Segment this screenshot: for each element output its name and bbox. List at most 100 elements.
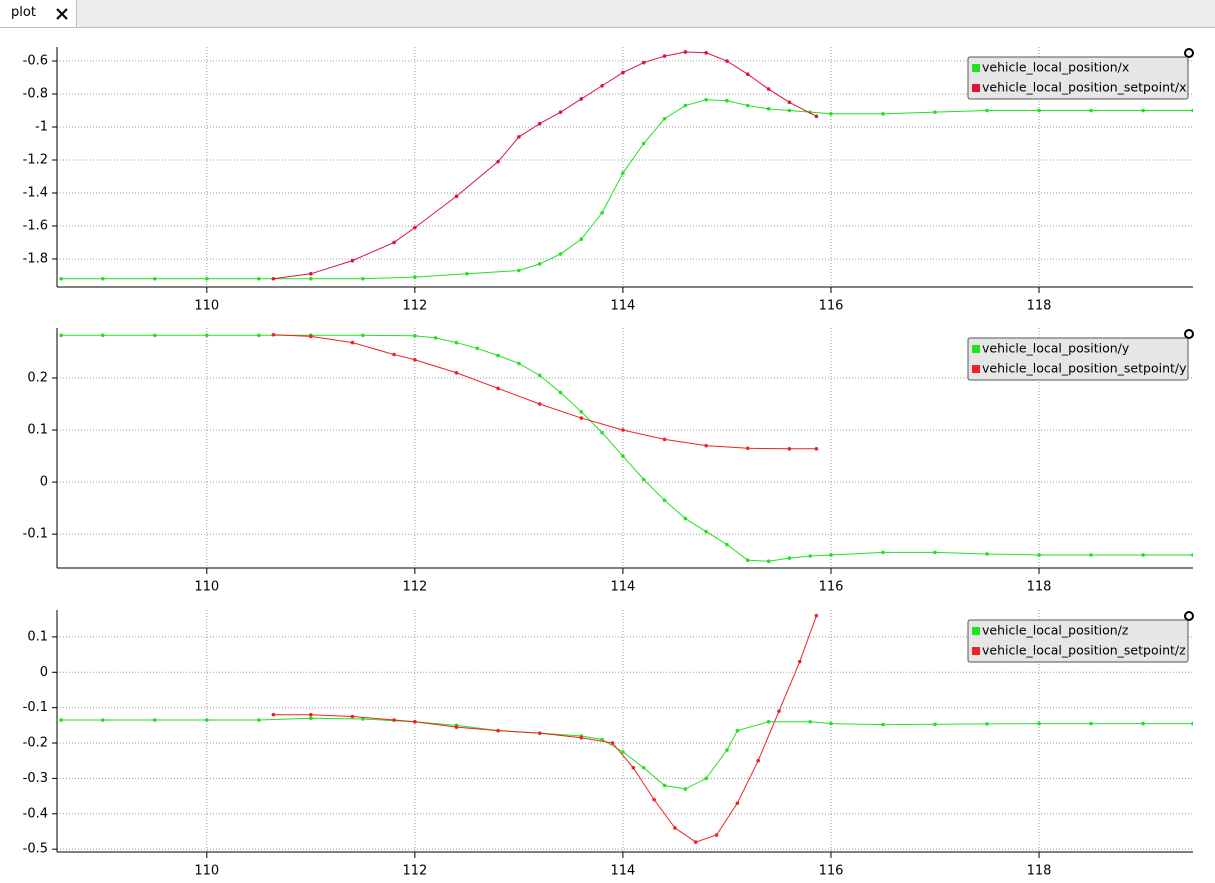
data-point (465, 272, 469, 276)
data-point (766, 87, 771, 91)
data-point (257, 333, 261, 338)
data-point (662, 498, 667, 503)
legend-box (967, 56, 1189, 100)
data-point (350, 714, 355, 719)
x-tick-label: 114 (611, 580, 636, 595)
data-point (309, 272, 313, 276)
data-point (205, 276, 209, 281)
data-point (1089, 108, 1093, 113)
data-point (787, 446, 792, 451)
data-point (600, 83, 604, 88)
data-point (662, 783, 667, 788)
data-point (59, 718, 63, 722)
data-point (496, 386, 500, 391)
x-tick-label: 116 (819, 580, 844, 595)
data-point (392, 718, 396, 722)
data-point (621, 171, 625, 175)
data-point (454, 370, 459, 375)
plot-panel: 0.2 0.1 0 -0.1 110 112 114 116 118 vehicle_local_… (23, 328, 1194, 595)
legend-label: vehicle_local_position/y (982, 341, 1130, 356)
data-point (787, 108, 792, 113)
data-point (350, 258, 355, 263)
data-point (454, 194, 459, 199)
legend-label: vehicle_local_position_setpoint/y (982, 361, 1187, 376)
data-point (725, 98, 729, 103)
tab-bar: plot (0, 0, 1215, 28)
data-point (933, 110, 937, 114)
x-tick-label: 112 (402, 580, 427, 595)
data-point (517, 135, 521, 139)
data-point (621, 454, 625, 458)
y-tick-label: -0.6 (23, 54, 48, 69)
data-point (454, 725, 459, 729)
data-point (579, 237, 584, 241)
legend: vehicle_local_position/z vehicle_local_po… (967, 619, 1189, 663)
data-point (621, 70, 625, 75)
data-point (725, 542, 729, 547)
y-tick-label: -0.3 (23, 771, 48, 786)
data-point (621, 428, 625, 432)
y-tick-label: -1.8 (23, 251, 48, 266)
data-point (361, 333, 365, 338)
data-point (797, 659, 802, 664)
data-point (433, 336, 438, 340)
y-tick-label: 0.2 (27, 370, 48, 385)
data-point (1037, 721, 1041, 726)
tab[interactable]: plot (0, 0, 77, 27)
data-point (829, 112, 833, 116)
data-point (257, 718, 261, 722)
data-point (829, 721, 833, 726)
data-point (673, 826, 677, 830)
data-point (662, 437, 667, 442)
data-point (205, 333, 209, 338)
data-point (766, 559, 771, 564)
y-tick-label: -0.2 (23, 736, 48, 751)
data-point (725, 59, 729, 63)
data-point (881, 722, 885, 727)
data-point (693, 840, 698, 844)
data-point (1037, 108, 1041, 113)
data-point (271, 276, 276, 281)
data-point (579, 410, 584, 414)
data-point (704, 443, 708, 448)
panel-handle (1184, 329, 1194, 339)
data-point (1191, 553, 1193, 557)
data-point (361, 276, 365, 281)
data-point (600, 430, 604, 435)
legend: vehicle_local_position/x vehicle_local_po… (967, 56, 1189, 100)
legend: vehicle_local_position/y vehicle_local_po… (967, 337, 1189, 381)
data-point (808, 554, 812, 558)
close-icon[interactable] (55, 7, 69, 21)
data-point (600, 737, 604, 742)
data-point (454, 340, 459, 345)
legend-swatch (972, 64, 980, 72)
data-point (413, 225, 417, 230)
x-tick-label: 112 (402, 299, 427, 314)
data-point (537, 402, 542, 406)
data-point (579, 97, 584, 101)
legend-swatch (972, 84, 980, 92)
data-point (496, 728, 500, 733)
data-point (704, 50, 708, 55)
data-point (745, 446, 750, 451)
data-layer (59, 613, 1193, 844)
y-tick-label: -1.6 (23, 218, 48, 233)
data-point (496, 159, 500, 164)
legend-label: vehicle_local_position/x (982, 60, 1129, 75)
plot-panel: 0.1 0 -0.1 -0.2 -0.3 -0.4 -0.5 110 112 114 116 118 v… (23, 610, 1194, 879)
x-tick-label: 118 (1027, 299, 1052, 314)
data-layer (59, 50, 1193, 281)
data-point (392, 240, 396, 245)
data-point (205, 718, 209, 722)
y-tick-label: -0.8 (23, 87, 48, 102)
data-point (814, 446, 819, 451)
y-tick-label: -0.1 (23, 700, 48, 715)
data-point (271, 712, 276, 717)
series-line (273, 334, 817, 450)
series-line (273, 615, 817, 843)
y-tick-label: -0.1 (23, 527, 48, 542)
x-tick-label: 112 (402, 864, 427, 879)
data-point (413, 357, 417, 362)
data-point (152, 718, 157, 722)
